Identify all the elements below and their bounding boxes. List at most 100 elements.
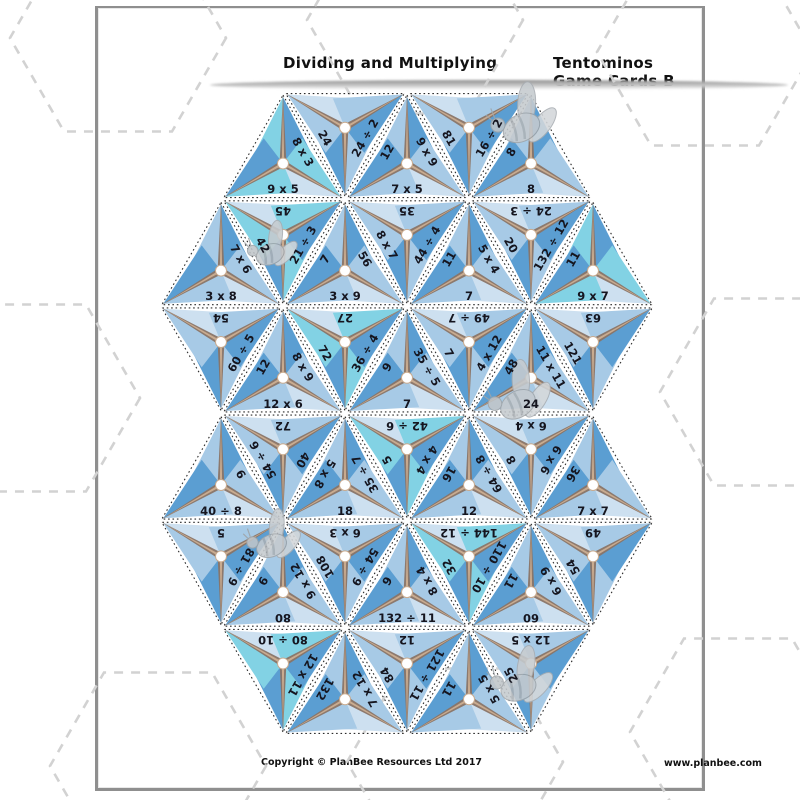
pinwheel-dart-highlight [591, 342, 595, 407]
pinwheel-arm [332, 308, 403, 343]
pinwheel-hub [339, 264, 351, 277]
card-cut-line [470, 522, 592, 627]
card-cut-line [284, 521, 406, 626]
pinwheel-dart-highlight [468, 524, 525, 558]
pinwheel-hub [215, 550, 227, 563]
pinwheel-arm [456, 308, 527, 343]
card-cut-line [222, 628, 344, 733]
pinwheel-hub [339, 550, 351, 563]
triangle-card [346, 414, 468, 519]
watermark-hexagon [345, 667, 565, 800]
watermark-hexagon [48, 671, 268, 800]
triangle-card [346, 308, 468, 413]
pinwheel-arm [531, 201, 589, 261]
pinwheel-arm [411, 245, 469, 304]
footer-website: www.planbee.com [664, 758, 762, 769]
pinwheel-arm [518, 630, 589, 664]
pinwheel-dart-highlight [219, 342, 223, 407]
pinwheel-arm [270, 416, 341, 450]
pinwheel-arm [345, 523, 403, 582]
pinwheel-dart-highlight [344, 698, 401, 732]
pinwheel-arm [225, 416, 283, 475]
pinwheel-hub [339, 478, 351, 491]
pinwheel-arm [407, 416, 465, 475]
pinwheel-dart-highlight [405, 313, 409, 378]
pinwheel-arm [469, 523, 527, 582]
pinwheel-arm [270, 630, 341, 664]
pinwheel-dart [222, 374, 285, 413]
bee-stripe [508, 677, 515, 700]
pinwheel-dart-highlight [537, 309, 594, 344]
pinwheel-dart-highlight [405, 234, 409, 300]
pinwheel-dart [343, 482, 406, 520]
pinwheel-arm [580, 523, 651, 557]
triangle-card [532, 201, 654, 306]
pinwheel-hub [339, 336, 351, 349]
pinwheel-arm [332, 94, 403, 128]
pinwheel-arm [469, 245, 527, 304]
pinwheel-dart-highlight [406, 591, 463, 625]
pinwheel-hub [401, 586, 413, 599]
pinwheel-dart [160, 482, 223, 520]
card-cut-line [284, 629, 406, 734]
pinwheel-dart [532, 521, 595, 560]
pinwheel-arm [531, 566, 589, 626]
pinwheel-dart [405, 628, 468, 667]
bee-antennae [485, 108, 496, 122]
pinwheel-dart [467, 93, 530, 131]
pinwheel-arm [535, 459, 593, 519]
pinwheel-arm [535, 245, 593, 304]
pinwheel-arm [287, 459, 345, 519]
pinwheel-dart-highlight [281, 313, 285, 378]
pinwheel-arm [163, 484, 234, 519]
pinwheel-arm [411, 308, 469, 368]
bee-head [246, 536, 259, 549]
pinwheel-dart-highlight [344, 483, 401, 518]
pinwheel-arm [593, 459, 651, 519]
pinwheel-dart [529, 160, 592, 199]
pinwheel-hub [463, 264, 475, 277]
pinwheel-arm [411, 484, 482, 519]
card-cut-line [222, 414, 344, 519]
card-cut-line [532, 521, 654, 626]
pinwheel-dart [222, 160, 285, 199]
pinwheel-arm [287, 308, 345, 368]
pinwheel-arm [287, 674, 345, 733]
pinwheel-dart-highlight [165, 524, 222, 558]
pinwheel-hub [463, 478, 475, 491]
pinwheel-hub [525, 228, 537, 241]
pinwheel-arm [225, 377, 296, 411]
pinwheel-dart-highlight [406, 631, 463, 665]
bee-antennae [482, 387, 492, 401]
pinwheel-dart-highlight [475, 202, 532, 236]
bee-stripe [513, 392, 524, 415]
pinwheel-arm [407, 201, 465, 261]
pinwheel-dart-highlight [165, 483, 222, 518]
pinwheel-dart-highlight [281, 527, 285, 593]
card-cut-line [346, 628, 468, 733]
triangle-card [408, 201, 530, 306]
triangle-card [160, 201, 282, 306]
pinwheel-arm [593, 523, 651, 582]
pinwheel-arm [221, 308, 279, 368]
pinwheel-dart-highlight [219, 420, 223, 485]
card-cut-line [160, 415, 282, 520]
pinwheel-arm [394, 630, 465, 664]
pinwheel-dart-highlight [289, 698, 346, 732]
pinwheel-dart-highlight [467, 635, 471, 700]
pinwheel-dart [281, 200, 344, 238]
pinwheel-hub [277, 586, 289, 599]
pinwheel-dart-highlight [344, 269, 401, 303]
pinwheel-dart [405, 160, 468, 199]
pinwheel-dart-highlight [405, 527, 409, 593]
pinwheel-dart-highlight [413, 309, 470, 344]
pinwheel-dart-highlight [227, 631, 284, 665]
pinwheel-arm [407, 138, 465, 197]
pinwheel-dart [219, 307, 282, 345]
pinwheel-arm [531, 138, 589, 197]
pinwheel-arm [287, 245, 345, 304]
pinwheel-dart [408, 521, 471, 560]
watermark-hexagon [595, 0, 800, 147]
card-cut-line [222, 94, 344, 199]
pinwheel-dart [219, 267, 282, 306]
